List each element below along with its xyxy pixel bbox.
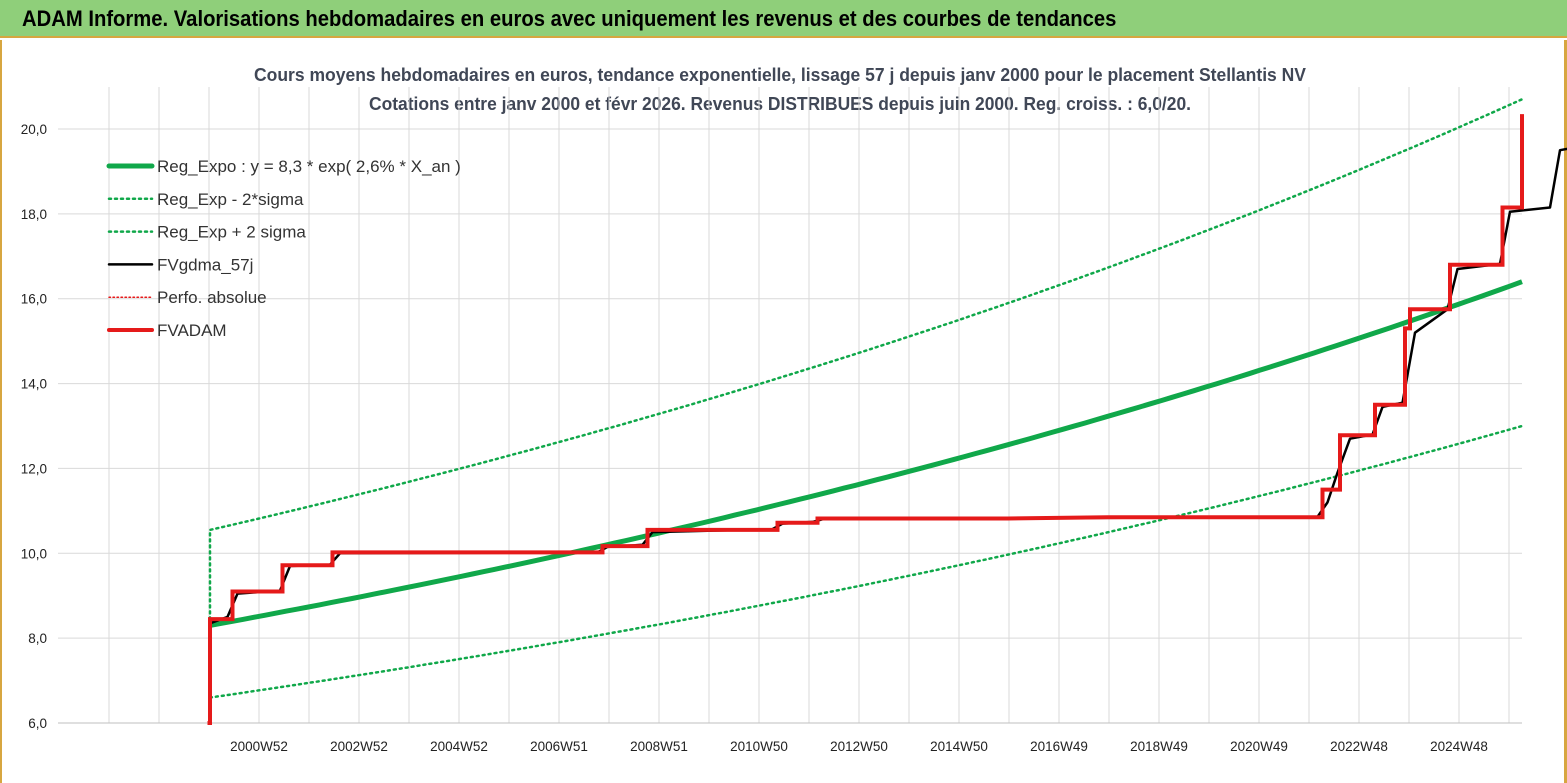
series-reg-expo xyxy=(209,279,1523,628)
chart-frame xyxy=(0,40,1567,783)
x-tick-label: 2016W49 xyxy=(1030,739,1088,754)
legend-label-low: Reg_Exp - 2*sigma xyxy=(157,190,304,209)
legend-label-reg: Reg_Expo : y = 8,3 * exp( 2,6% * X_an ) xyxy=(157,157,461,176)
series-reg-minus-2sigma xyxy=(208,424,1524,699)
x-tick-label: 2014W50 xyxy=(930,739,988,754)
x-tick-label: 2022W48 xyxy=(1330,739,1388,754)
y-tick-label: 12,0 xyxy=(21,461,47,476)
x-tick-label: 2018W49 xyxy=(1130,739,1188,754)
report-header: ADAM Informe. Valorisations hebdomadaire… xyxy=(0,0,1567,38)
series-fvgdma-57j xyxy=(209,147,1567,625)
chart-title-line-1: Cours moyens hebdomadaires en euros, ten… xyxy=(254,65,1306,85)
series-layer xyxy=(207,98,1567,725)
y-tick-label: 16,0 xyxy=(21,292,47,307)
legend-label-adam: FVADAM xyxy=(157,321,227,340)
x-tick-label: 2024W48 xyxy=(1430,739,1488,754)
y-tick-label: 8,0 xyxy=(28,631,47,646)
x-tick-label: 2004W52 xyxy=(430,739,488,754)
legend-label-perfo: Perfo. absolue xyxy=(157,288,267,307)
x-tick-label: 2010W50 xyxy=(730,739,788,754)
x-tick-label: 2006W51 xyxy=(530,739,588,754)
series-reg-plus-2sigma xyxy=(208,98,1524,627)
y-axis: 6,0 8,0 10,0 12,0 14,0 16,0 18,0 20,0 xyxy=(21,122,47,731)
series-fvadam xyxy=(207,114,1524,725)
y-tick-label: 18,0 xyxy=(21,207,47,222)
x-tick-label: 2008W51 xyxy=(630,739,688,754)
x-tick-label: 2002W52 xyxy=(330,739,388,754)
legend-label-fv57: FVgdma_57j xyxy=(157,255,253,274)
x-axis: 2000W52 2002W52 2004W52 2006W51 2008W51 2010W… xyxy=(230,739,1488,754)
y-tick-label: 6,0 xyxy=(28,716,47,731)
legend: Reg_Expo : y = 8,3 * exp( 2,6% * X_an ) R… xyxy=(106,157,461,340)
y-tick-label: 14,0 xyxy=(21,377,47,392)
y-tick-label: 10,0 xyxy=(21,546,47,561)
gridlines xyxy=(58,87,1522,724)
x-tick-label: 2020W49 xyxy=(1230,739,1288,754)
y-tick-label: 20,0 xyxy=(21,122,47,137)
chart-title-line-2: Cotations entre janv 2000 et févr 2026. … xyxy=(369,94,1191,114)
legend-label-high: Reg_Exp + 2 sigma xyxy=(157,223,306,242)
report-title: ADAM Informe. Valorisations hebdomadaire… xyxy=(22,6,1117,31)
x-tick-label: 2000W52 xyxy=(230,739,288,754)
x-tick-label: 2012W50 xyxy=(830,739,888,754)
